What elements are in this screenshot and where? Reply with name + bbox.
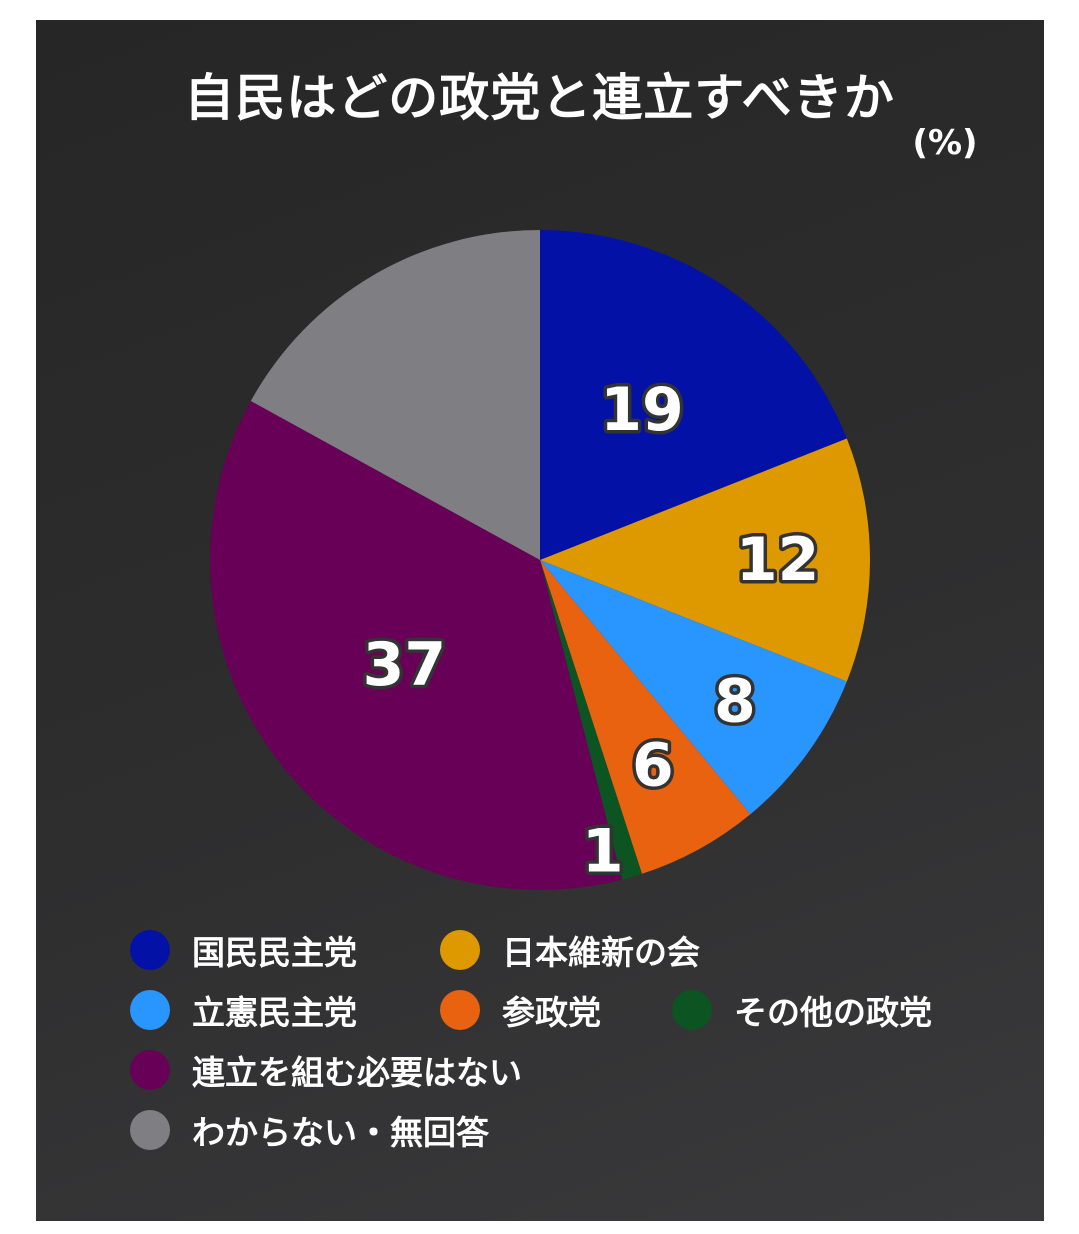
pie-slice-3 [540, 560, 847, 815]
legend-label: 参政党 [502, 993, 601, 1032]
legend-label: 日本維新の会 [502, 933, 700, 972]
legend-swatch [130, 930, 170, 970]
legend-swatch [130, 1050, 170, 1090]
legend-item: わからない・無回答 [130, 1108, 489, 1152]
legend-item: 立憲民主党 [130, 988, 357, 1032]
pie-slice-5 [540, 560, 642, 880]
pie-value-label-2: 12 [736, 525, 820, 595]
legend-label: 連立を組む必要はない [192, 1053, 522, 1092]
legend-swatch [130, 1110, 170, 1150]
chart-title: 自民はどの政党と連立すべきか [184, 69, 895, 127]
legend-label: その他の政党 [734, 993, 932, 1032]
legend-label: 国民民主党 [192, 933, 357, 972]
legend-swatch [440, 930, 480, 970]
pie-value-label-5: 1 [582, 817, 624, 887]
pie-slice-1 [540, 230, 847, 560]
legend-swatch [130, 990, 170, 1030]
unit-label: (%) [912, 123, 978, 163]
pie-slice-4 [540, 560, 751, 874]
pie-slice-2 [540, 438, 870, 682]
legend-item: 連立を組む必要はない [130, 1048, 522, 1092]
legend-item: 日本維新の会 [440, 928, 700, 972]
pie-value-labels: 19 12 861 37 [359, 371, 823, 890]
pie-slice-6 [210, 401, 623, 890]
legend-label: 立憲民主党 [192, 993, 357, 1032]
pie-slices [210, 230, 870, 890]
legend-item: その他の政党 [672, 988, 932, 1032]
pie-value-label-4: 6 [632, 730, 674, 800]
legend-swatch [440, 990, 480, 1030]
pie-value-label-3: 8 [714, 667, 756, 737]
legend-item: 国民民主党 [130, 928, 357, 972]
pie-value-label-1: 19 [600, 375, 684, 445]
pie-value-label-6: 37 [363, 630, 447, 700]
legend-label: わからない・無回答 [192, 1113, 489, 1152]
legend-item: 参政党 [440, 988, 601, 1032]
pie-slice-7 [250, 230, 541, 560]
legend-swatch [672, 990, 712, 1030]
